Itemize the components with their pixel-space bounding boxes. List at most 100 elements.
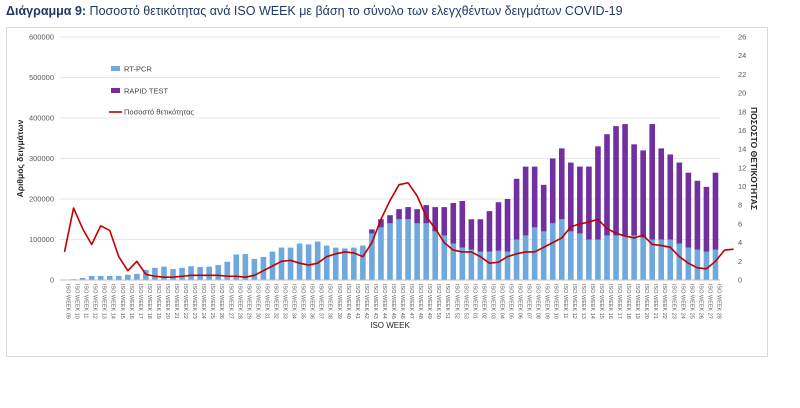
- x-tick-label: ISO WEEK 16: [607, 284, 613, 319]
- x-tick-label: ISO WEEK 25: [209, 284, 215, 319]
- bar-rtpcr: [703, 251, 710, 280]
- x-tick-label: ISO WEEK 13: [580, 284, 586, 319]
- x-tick-label: ISO WEEK 01: [471, 284, 477, 319]
- x-tick-label: ISO WEEK 50: [435, 284, 441, 319]
- bars: [61, 124, 719, 280]
- bar-rtpcr: [613, 235, 619, 280]
- bar-rapid: [441, 207, 448, 236]
- x-tick-label: ISO WEEK 27: [227, 284, 233, 319]
- y2-tick-label: 18: [738, 107, 746, 116]
- bar-rapid: [414, 209, 420, 224]
- bar-rapid: [423, 205, 429, 224]
- y2-tick-label: 8: [738, 201, 742, 210]
- x-tick-label: ISO WEEK 40: [345, 284, 351, 319]
- bar-rapid: [540, 184, 547, 232]
- x-tick-label: ISO WEEK 13: [101, 284, 107, 319]
- x-tick-label: ISO WEEK 11: [562, 284, 568, 318]
- bar-rapid: [577, 166, 583, 234]
- bar-rapid: [495, 202, 502, 251]
- x-tick-label: ISO WEEK 28: [236, 284, 242, 319]
- x-tick-label: ISO WEEK 12: [571, 284, 577, 319]
- bar-rtpcr: [351, 247, 357, 280]
- bar-rtpcr: [378, 227, 384, 280]
- x-tick-label: ISO WEEK 27: [706, 284, 712, 319]
- bar-rtpcr: [414, 223, 420, 280]
- x-tick-label: ISO WEEK 22: [182, 284, 188, 319]
- x-tick-label: ISO WEEK 23: [191, 284, 197, 319]
- x-tick-label: ISO WEEK 36: [309, 284, 315, 319]
- bar-rtpcr: [305, 244, 312, 280]
- x-tick-label: ISO WEEK 07: [526, 284, 532, 319]
- x-tick-label: ISO WEEK 34: [291, 284, 297, 319]
- bar-rtpcr: [622, 235, 628, 280]
- bar-rtpcr: [170, 269, 176, 280]
- bar-rtpcr: [558, 219, 565, 280]
- bar-rtpcr: [504, 251, 511, 280]
- x-tick-label: ISO WEEK 25: [688, 284, 694, 319]
- bar-rapid: [396, 209, 402, 220]
- bar-rtpcr: [577, 233, 583, 280]
- bar-rapid: [369, 229, 375, 234]
- x-tick-label: ISO WEEK 21: [173, 284, 179, 319]
- bar-rapid: [378, 219, 384, 228]
- bar-rapid: [667, 154, 674, 240]
- bar-rtpcr: [405, 219, 411, 280]
- bar-rtpcr: [432, 231, 439, 280]
- bar-rtpcr: [694, 249, 701, 280]
- x-tick-label: ISO WEEK 22: [661, 284, 667, 319]
- bar-rtpcr: [233, 254, 240, 280]
- bar-rtpcr: [631, 235, 637, 280]
- y2-tick-label: 0: [738, 276, 742, 285]
- bar-rtpcr: [522, 235, 529, 280]
- bar-rapid: [549, 158, 556, 224]
- bar-rapid: [459, 201, 466, 248]
- bar-rapid: [558, 148, 565, 220]
- bar-rtpcr: [125, 274, 131, 280]
- x-tick-label: ISO WEEK 15: [119, 284, 125, 319]
- x-tick-label: ISO WEEK 08: [535, 284, 541, 319]
- bar-rapid: [586, 166, 592, 240]
- x-tick-label: ISO WEEK 32: [272, 284, 278, 319]
- bar-rapid: [595, 146, 601, 240]
- y-tick-label: 0: [50, 276, 54, 285]
- bar-rtpcr: [278, 247, 285, 280]
- bar-rapid: [676, 162, 683, 244]
- bar-rtpcr: [667, 239, 674, 280]
- bar-rtpcr: [260, 256, 267, 280]
- x-tick-label: ISO WEEK 10: [553, 284, 559, 319]
- bar-rtpcr: [332, 247, 339, 280]
- bar-rtpcr: [242, 254, 249, 280]
- x-tick-label: ISO WEEK 30: [254, 284, 260, 319]
- x-tick-label: ISO WEEK 38: [327, 284, 333, 319]
- bar-rapid: [631, 144, 637, 236]
- x-tick-label: ISO WEEK 46: [399, 284, 405, 319]
- y2-tick-label: 24: [738, 51, 746, 60]
- bar-rtpcr: [161, 266, 167, 280]
- bar-rtpcr: [360, 245, 366, 280]
- chart-frame: 0 100000 200000 300000 400000 500000 600000 0 2…: [6, 27, 768, 357]
- x-tick-label: ISO WEEK 31: [263, 284, 269, 319]
- bar-rtpcr: [152, 267, 158, 280]
- bar-rtpcr: [595, 239, 601, 280]
- legend-label-rtpcr: RT-PCR: [124, 65, 152, 74]
- legend-swatch-rtpcr: [111, 66, 120, 71]
- bar-rtpcr: [441, 235, 448, 280]
- bar-rtpcr: [115, 275, 122, 280]
- bar-rtpcr: [134, 273, 140, 280]
- bar-rapid: [432, 207, 439, 232]
- x-tick-label: ISO WEEK 24: [200, 284, 206, 319]
- x-tick-label: ISO WEEK 24: [679, 284, 685, 319]
- y-tick-label: 100000: [29, 235, 54, 244]
- bar-rtpcr: [341, 248, 348, 280]
- x-tick-label: ISO WEEK 51: [444, 284, 450, 319]
- bar-rtpcr: [676, 243, 683, 280]
- bar-rtpcr: [468, 249, 475, 280]
- x-tick-label: ISO WEEK 17: [137, 284, 143, 319]
- left-axis-ticks: 0 100000 200000 300000 400000 500000 600000: [29, 33, 54, 285]
- bar-rtpcr: [586, 239, 592, 280]
- x-tick-label: ISO WEEK 26: [218, 284, 224, 319]
- x-tick-label: ISO WEEK 03: [489, 284, 495, 319]
- bar-rtpcr: [296, 243, 303, 280]
- bar-rapid: [658, 148, 665, 240]
